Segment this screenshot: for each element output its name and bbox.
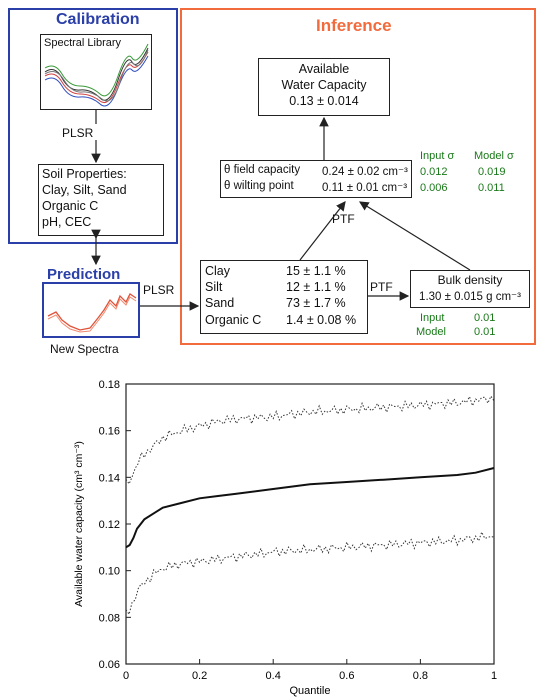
inference-panel bbox=[180, 8, 536, 345]
theta-wp-value: 0.11 ± 0.01 cm⁻³ bbox=[322, 182, 408, 194]
y-tick-label: 0.10 bbox=[99, 566, 120, 578]
spectral-library-label: Spectral Library bbox=[44, 37, 122, 49]
ptf-top-label: PTF bbox=[332, 212, 355, 226]
sigma-row1-input: 0.012 bbox=[420, 166, 448, 178]
theta-box bbox=[220, 160, 412, 198]
property-name-clay: Clay bbox=[205, 264, 231, 278]
property-value-organic-c: 1.4 ± 0.08 % bbox=[286, 313, 357, 327]
x-tick-label: 0.8 bbox=[413, 670, 428, 682]
bulk-input-label: Input bbox=[420, 312, 445, 324]
property-value-sand: 73 ± 1.7 % bbox=[286, 296, 346, 310]
x-tick-label: 1 bbox=[491, 670, 497, 682]
theta-fc-value: 0.24 ± 0.02 cm⁻³ bbox=[322, 166, 408, 178]
property-value-clay: 15 ± 1.1 % bbox=[286, 264, 346, 278]
x-tick-label: 0 bbox=[123, 670, 129, 682]
inference-title: Inference bbox=[316, 16, 392, 35]
property-value-silt: 12 ± 1.1 % bbox=[286, 280, 346, 294]
soil-properties-line1: Soil Properties: bbox=[42, 167, 127, 181]
sigma-model-header: Model σ bbox=[474, 150, 514, 162]
soil-properties-line2: Clay, Silt, Sand bbox=[42, 183, 127, 197]
awc-line3: 0.13 ± 0.014 bbox=[289, 94, 359, 108]
new-spectra-label: New Spectra bbox=[50, 342, 119, 356]
soil-properties-line3: Organic C bbox=[42, 199, 99, 213]
awc-line1: Available bbox=[298, 62, 350, 76]
x-tick-label: 0.2 bbox=[192, 670, 207, 682]
bulk-density-line1: Bulk density bbox=[437, 273, 503, 287]
calibration-plsr-label: PLSR bbox=[62, 126, 94, 140]
y-tick-label: 0.14 bbox=[99, 472, 120, 484]
bulk-input-value: 0.01 bbox=[474, 312, 496, 324]
x-axis-label: Quantile bbox=[290, 685, 331, 697]
sigma-input-header: Input σ bbox=[420, 150, 455, 162]
y-tick-label: 0.16 bbox=[99, 426, 120, 438]
bulk-model-label: Model bbox=[416, 326, 446, 338]
prediction-plsr-label: PLSR bbox=[143, 283, 175, 297]
theta-wp-label: θ wilting point bbox=[224, 180, 294, 192]
theta-fc-label: θ field capacity bbox=[224, 164, 301, 176]
chart-frame bbox=[125, 383, 495, 665]
x-tick-label: 0.6 bbox=[339, 670, 354, 682]
series-bound-line-2 bbox=[125, 530, 495, 616]
y-tick-label: 0.18 bbox=[99, 379, 120, 391]
new-spectra-box bbox=[42, 282, 140, 338]
property-name-organic-c: Organic C bbox=[205, 313, 262, 327]
awc-box bbox=[258, 58, 390, 116]
sigma-row2-input: 0.006 bbox=[420, 182, 448, 194]
property-values-box bbox=[200, 260, 368, 334]
y-tick-label: 0.08 bbox=[99, 612, 120, 624]
ptf-right-label: PTF bbox=[370, 280, 393, 294]
series-median-line bbox=[125, 467, 495, 549]
soil-properties-line4: pH, CEC bbox=[42, 215, 92, 229]
sigma-row2-model: 0.011 bbox=[478, 182, 505, 194]
bulk-density-line2: 1.30 ± 0.015 g cm⁻³ bbox=[419, 291, 521, 303]
y-tick-label: 0.12 bbox=[99, 519, 120, 531]
soil-properties-box bbox=[38, 164, 164, 236]
series-bound-line-1 bbox=[125, 395, 495, 485]
property-name-sand: Sand bbox=[205, 296, 235, 310]
calibration-title: Calibration bbox=[56, 11, 140, 28]
bulk-model-value: 0.01 bbox=[474, 326, 496, 338]
y-tick-label: 0.06 bbox=[99, 659, 120, 671]
property-name-silt: Silt bbox=[205, 280, 223, 294]
awc-line2: Water Capacity bbox=[281, 78, 367, 92]
x-tick-label: 0.4 bbox=[266, 670, 281, 682]
prediction-title: Prediction bbox=[47, 266, 121, 283]
sigma-row1-model: 0.019 bbox=[478, 166, 506, 178]
y-axis-label: Available water capacity (cm³ cm⁻³) bbox=[73, 441, 85, 607]
